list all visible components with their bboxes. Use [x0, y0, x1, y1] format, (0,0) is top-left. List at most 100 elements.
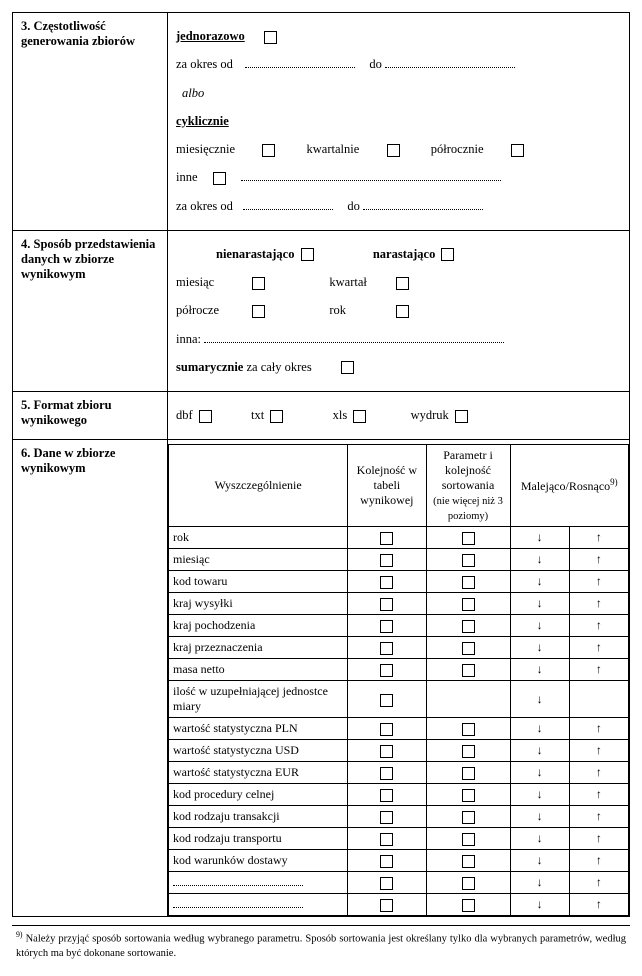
row-up-cell: ↑: [569, 784, 628, 806]
row-cb1-cell: [348, 571, 426, 593]
txt-checkbox[interactable]: [270, 410, 283, 423]
row-cb2[interactable]: [462, 554, 475, 567]
row-cb1-cell: [348, 615, 426, 637]
row-cb1[interactable]: [380, 789, 393, 802]
row-cb2[interactable]: [462, 899, 475, 912]
xls-checkbox[interactable]: [353, 410, 366, 423]
row-cb2-cell: [426, 571, 510, 593]
row-label: kod rodzaju transakcji: [169, 806, 348, 828]
row-label: masa netto: [169, 659, 348, 681]
row-cb1[interactable]: [380, 833, 393, 846]
okres-do2-field[interactable]: [363, 198, 483, 209]
cyklicznie-label: cyklicznie: [176, 114, 229, 128]
row-cb1[interactable]: [380, 532, 393, 545]
row-cb1-cell: [348, 549, 426, 571]
row-dotted-field[interactable]: [173, 875, 303, 886]
kwartal-checkbox[interactable]: [396, 277, 409, 290]
row-cb1[interactable]: [380, 664, 393, 677]
hdr-parametr: Parametr i kolejność sortowania (nie wię…: [426, 445, 510, 527]
row-cb1-cell: [348, 681, 426, 718]
row-up-cell: ↑: [569, 762, 628, 784]
polrocznie-checkbox[interactable]: [511, 144, 524, 157]
row-cb1[interactable]: [380, 723, 393, 736]
kwartal-label: kwartał: [329, 272, 389, 293]
sumarycznie-rest: za cały okres: [243, 360, 311, 374]
row-cb1-cell: [348, 527, 426, 549]
row-label: kod towaru: [169, 571, 348, 593]
polrocze-checkbox[interactable]: [252, 305, 265, 318]
okres-od2-field[interactable]: [243, 198, 333, 209]
sumarycznie-checkbox[interactable]: [341, 361, 354, 374]
inne-field[interactable]: [241, 170, 501, 181]
row-cb1[interactable]: [380, 620, 393, 633]
row-cb1[interactable]: [380, 745, 393, 758]
row-down-cell: ↓: [510, 762, 569, 784]
row-cb2-cell: [426, 894, 510, 916]
miesiac-label: miesiąc: [176, 272, 246, 293]
row-label: wartość statystyczna PLN: [169, 718, 348, 740]
row-cb2[interactable]: [462, 620, 475, 633]
form-table: 3. Częstotliwość generowania zbiorów jed…: [12, 12, 630, 917]
inne-checkbox[interactable]: [213, 172, 226, 185]
miesiac-checkbox[interactable]: [252, 277, 265, 290]
row-cb2[interactable]: [462, 767, 475, 780]
row-cb1[interactable]: [380, 767, 393, 780]
inna-field[interactable]: [204, 331, 504, 342]
row-cb2[interactable]: [462, 877, 475, 890]
row-down-cell: ↓: [510, 850, 569, 872]
section-6-title: 6. Dane w zbiorze wynikowym: [13, 440, 168, 917]
row-cb1[interactable]: [380, 694, 393, 707]
row-cb2[interactable]: [462, 789, 475, 802]
table-row: kod rodzaju transportu↓↑: [169, 828, 629, 850]
rok-checkbox[interactable]: [396, 305, 409, 318]
row-cb2[interactable]: [462, 833, 475, 846]
row-cb2[interactable]: [462, 745, 475, 758]
row-cb1-cell: [348, 828, 426, 850]
table-row: kod rodzaju transakcji↓↑: [169, 806, 629, 828]
row-cb1[interactable]: [380, 598, 393, 611]
row-cb1[interactable]: [380, 576, 393, 589]
row-cb2-cell: [426, 659, 510, 681]
row-cb1[interactable]: [380, 877, 393, 890]
polrocze-label: półrocze: [176, 300, 246, 321]
row-label: wartość statystyczna EUR: [169, 762, 348, 784]
row-cb2-cell: [426, 872, 510, 894]
row-cb2[interactable]: [462, 598, 475, 611]
wydruk-checkbox[interactable]: [455, 410, 468, 423]
row-down-cell: ↓: [510, 571, 569, 593]
row-cb2[interactable]: [462, 855, 475, 868]
row-cb1[interactable]: [380, 642, 393, 655]
row-cb2-cell: [426, 806, 510, 828]
row-dotted-field[interactable]: [173, 897, 303, 908]
row-label: kraj przeznaczenia: [169, 637, 348, 659]
row-cb2[interactable]: [462, 664, 475, 677]
polrocznie-label: półrocznie: [431, 142, 484, 156]
row-cb1[interactable]: [380, 554, 393, 567]
dbf-checkbox[interactable]: [199, 410, 212, 423]
okres-od-field[interactable]: [245, 57, 355, 68]
row-cb1[interactable]: [380, 855, 393, 868]
row-cb1[interactable]: [380, 811, 393, 824]
row-cb2-cell: [426, 784, 510, 806]
row-cb1[interactable]: [380, 899, 393, 912]
kwartalnie-checkbox[interactable]: [387, 144, 400, 157]
row-cb2[interactable]: [462, 532, 475, 545]
okres-do-field[interactable]: [385, 57, 515, 68]
sumarycznie-bold: sumarycznie: [176, 360, 243, 374]
row-cb1-cell: [348, 718, 426, 740]
nienarastajaco-checkbox[interactable]: [301, 248, 314, 261]
rok-label: rok: [329, 300, 389, 321]
row-cb2[interactable]: [462, 576, 475, 589]
table-row: kraj wysyłki↓↑: [169, 593, 629, 615]
row-up-cell: ↑: [569, 615, 628, 637]
row-cb2-cell: [426, 593, 510, 615]
table-row: kod procedury celnej↓↑: [169, 784, 629, 806]
footnote-separator: [12, 925, 630, 926]
narastajaco-checkbox[interactable]: [441, 248, 454, 261]
jednorazowo-checkbox[interactable]: [264, 31, 277, 44]
row-cb2[interactable]: [462, 642, 475, 655]
footnote: 9) Należy przyjąć sposób sortowania wedł…: [12, 930, 630, 961]
row-cb2[interactable]: [462, 811, 475, 824]
row-cb2[interactable]: [462, 723, 475, 736]
miesiecznie-checkbox[interactable]: [262, 144, 275, 157]
